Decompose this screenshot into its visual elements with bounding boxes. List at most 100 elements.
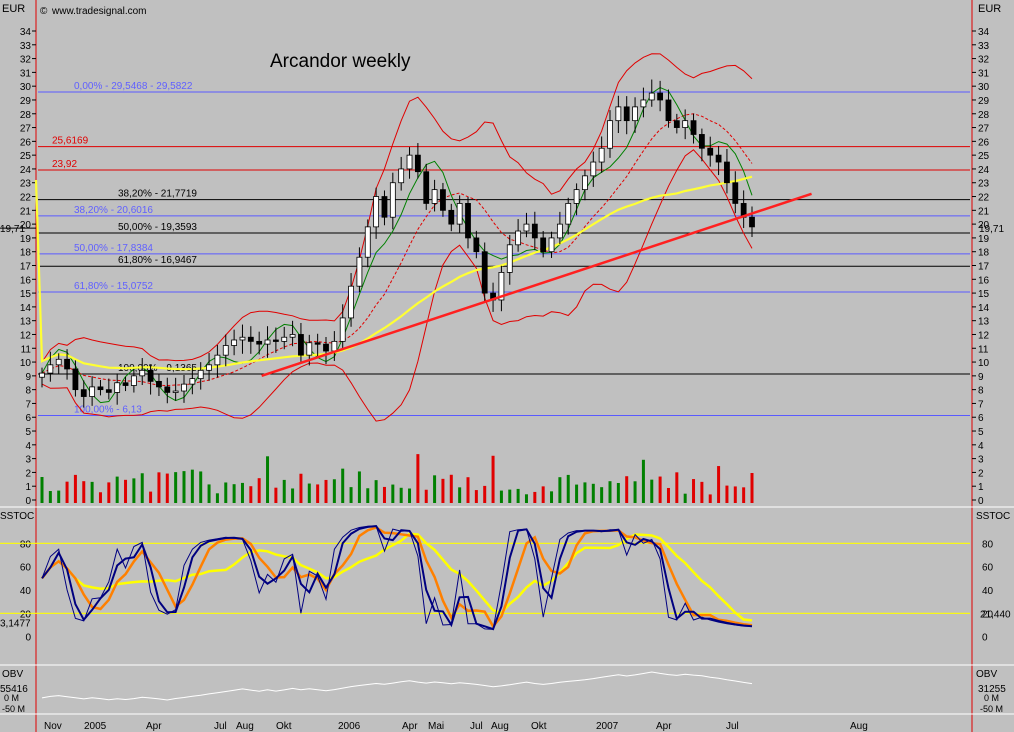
price-tick-right: 14	[978, 303, 990, 314]
level-label: 50,00% - 17,8384	[74, 243, 153, 254]
obv-label-left: OBV	[2, 669, 23, 680]
volume-bar	[391, 484, 395, 503]
candle-body	[565, 203, 572, 225]
volume-bar	[82, 481, 86, 503]
volume-bar	[717, 466, 721, 503]
volume-bar	[232, 484, 236, 503]
volume-bar	[341, 468, 345, 503]
trend-line-segment	[261, 192, 812, 378]
candle-body	[298, 334, 304, 356]
volume-bar	[349, 487, 353, 503]
volume-bar	[474, 490, 478, 503]
volume-bar	[291, 488, 295, 503]
candle-body	[239, 336, 246, 341]
price-tick-left: 14	[20, 303, 32, 314]
level-label: 23,92	[52, 159, 77, 170]
candle-body	[456, 203, 463, 225]
volume-bar	[566, 474, 570, 503]
price-tick-right: 4	[978, 441, 984, 452]
candle-body	[364, 226, 371, 258]
price-tick-right: 19	[978, 234, 990, 245]
candle-body	[732, 182, 739, 204]
candle-body	[222, 345, 229, 356]
volume-bar	[307, 483, 311, 503]
volume-bar	[65, 481, 69, 503]
candle-body	[214, 354, 221, 366]
candle-body	[281, 336, 288, 342]
volume-bar	[575, 484, 579, 503]
sstoc-tick-right: 40	[982, 586, 994, 597]
sstoc-left-value: 3,1477	[0, 618, 31, 629]
candle-body	[89, 386, 96, 397]
price-tick-right: 7	[978, 399, 984, 410]
volume-bar	[416, 454, 420, 503]
candle-body	[72, 368, 79, 391]
candle-body	[632, 106, 638, 122]
price-tick-left: 22	[20, 193, 32, 204]
price-tick-left: 29	[20, 96, 32, 107]
x-tick-label: Aug	[236, 721, 254, 732]
candle-body	[582, 175, 588, 191]
volume-bar	[725, 485, 729, 503]
price-tick-right: 16	[978, 275, 990, 286]
candle-body	[130, 375, 137, 386]
sstoc-lines	[41, 525, 753, 631]
obv-line	[41, 671, 753, 701]
candle-body	[531, 223, 538, 239]
price-tick-right: 17	[978, 262, 990, 273]
volume-bar	[591, 483, 595, 503]
candle-body	[498, 271, 505, 301]
candle-body	[331, 340, 338, 352]
volume-bar	[257, 478, 261, 503]
price-tick-left: 24	[20, 165, 32, 176]
price-tick-right: 15	[978, 289, 990, 300]
candle-body	[690, 120, 697, 135]
candle-body	[523, 223, 530, 232]
obv-tick-left-1: -50 M	[2, 704, 25, 714]
volume-bar	[499, 490, 503, 503]
obv-right-value: 31255	[978, 684, 1006, 695]
price-tick-left: 8	[25, 386, 31, 397]
candle-body	[640, 99, 647, 108]
price-tick-right: 2	[978, 468, 984, 479]
candle-body	[122, 382, 129, 386]
sstoc-tick-right: 20	[982, 609, 994, 620]
candle-body	[440, 189, 446, 211]
candle-body	[481, 251, 488, 294]
price-tick-left: 28	[20, 110, 32, 121]
candle-body	[381, 196, 388, 218]
price-tick-right: 32	[978, 55, 990, 66]
candle-body	[314, 342, 321, 345]
price-tick-left: 23	[20, 179, 32, 190]
price-tick-right: 3	[978, 455, 984, 466]
x-tick-label: Okt	[276, 721, 292, 732]
volume-bar	[215, 493, 219, 503]
volume-bar	[550, 491, 554, 503]
x-tick-label: Jul	[470, 721, 483, 732]
price-tick-right: 29	[978, 96, 990, 107]
volume-bar	[600, 487, 604, 503]
price-tick-right: 13	[978, 317, 990, 328]
volume-bar	[224, 482, 228, 503]
price-tick-left: 31	[20, 68, 32, 79]
candle-body	[548, 237, 555, 253]
candle-body	[448, 209, 455, 225]
price-tick-right: 26	[978, 137, 990, 148]
sstoc-right-value: 21,440	[980, 609, 1011, 620]
candle-body	[623, 106, 630, 122]
bollinger-lower	[41, 149, 753, 422]
candle-body	[272, 339, 279, 342]
volume-bar	[316, 484, 320, 503]
price-tick-left: 6	[25, 413, 31, 424]
candle-body	[573, 189, 580, 204]
volume-bar	[558, 477, 562, 503]
sstoc-fast-line	[41, 525, 753, 631]
candle-body	[156, 380, 162, 388]
chart-title: Arcandor weekly	[270, 51, 411, 72]
sstoc-tick-right: 60	[982, 563, 994, 574]
candle-body	[648, 92, 655, 101]
candle-body	[172, 390, 179, 393]
candle-body	[707, 147, 714, 156]
candle-body	[698, 134, 705, 149]
candle-body	[423, 171, 430, 204]
